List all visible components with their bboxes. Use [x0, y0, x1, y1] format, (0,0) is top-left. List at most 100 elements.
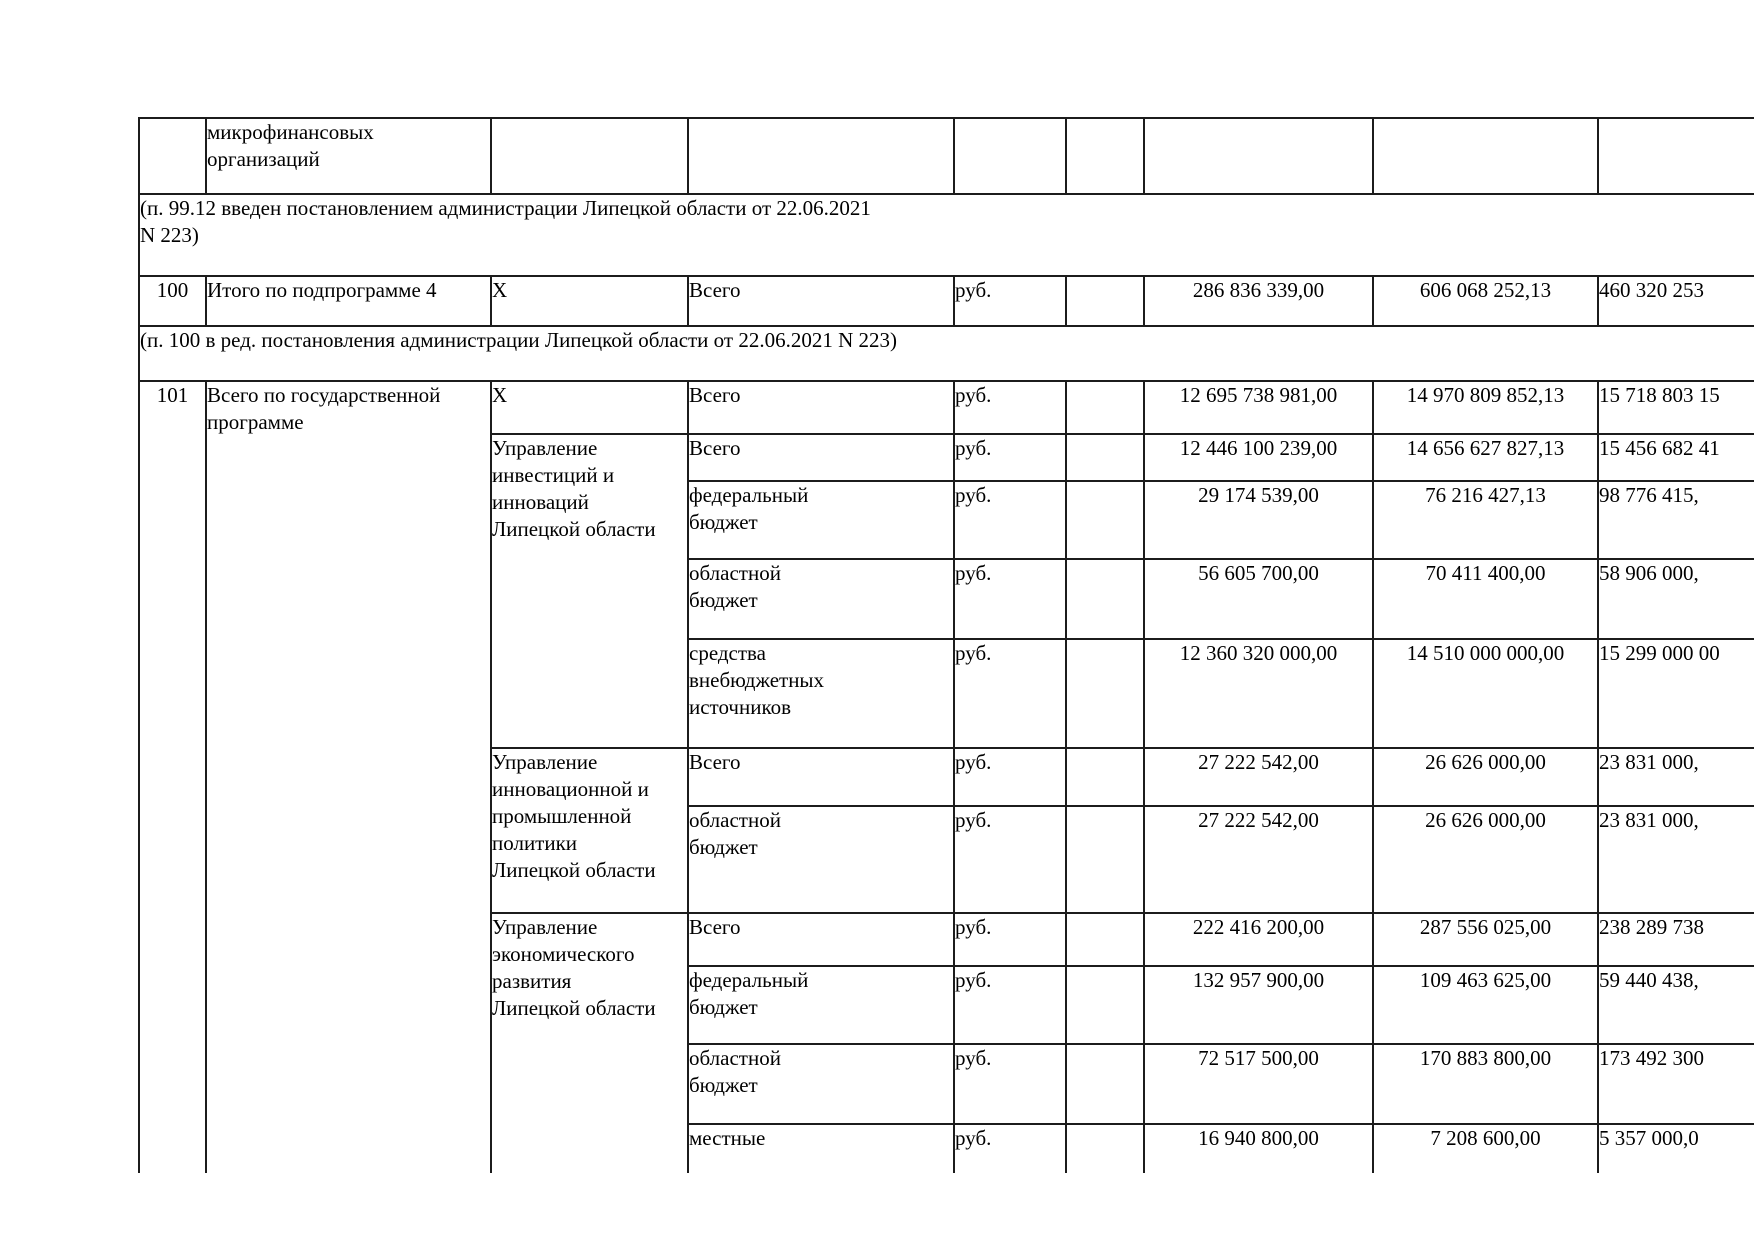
cell-funding-source: средства внебюджетных источников: [687, 638, 955, 749]
cell-amount-col1: [1143, 117, 1374, 195]
cell-unit: руб.: [953, 1043, 1067, 1125]
cell-funding-source: Всего: [687, 747, 955, 807]
table-row: 100 Итого по подпрограмме 4 X Всего руб.…: [138, 275, 1754, 327]
cell-unit: руб.: [953, 380, 1067, 435]
cell-unit: руб.: [953, 275, 1067, 327]
cell-row-number: 100: [138, 275, 207, 327]
table-row: (п. 99.12 введен постановлением админист…: [138, 193, 1754, 277]
cell-program-name: Итого по подпрограмме 4: [205, 275, 492, 327]
cell-amount-col1: 12 446 100 239,00: [1143, 433, 1374, 482]
table-row: федеральный бюджет руб. 132 957 900,00 1…: [139, 965, 1754, 1045]
cell-executor: X: [490, 275, 689, 327]
cell-amount-col2: 14 510 000 000,00: [1372, 638, 1599, 749]
cell-spacer: [1065, 638, 1145, 749]
cell-unit: руб.: [953, 1123, 1067, 1173]
cell-spacer: [1065, 965, 1145, 1045]
cell-amount-col3: [1597, 117, 1754, 195]
table-row: 101 Всего по государственной программе X…: [138, 380, 1754, 1173]
cell-funding-source: местные: [687, 1123, 955, 1173]
cell-amount-col2: 606 068 252,13: [1372, 275, 1599, 327]
table-row: средства внебюджетных источников руб. 12…: [139, 638, 1754, 749]
cell-amount-col3: 58 906 000,: [1597, 558, 1754, 640]
cell-amount-col1: 16 940 800,00: [1143, 1123, 1374, 1173]
cell-amount-col2: 7 208 600,00: [1372, 1123, 1599, 1173]
table-row: Управление экономического развития Липец…: [139, 912, 1754, 1173]
cell-spacer: [1065, 380, 1145, 435]
cell-amount-col1: 29 174 539,00: [1143, 480, 1374, 560]
cell-amount-col1: 12 360 320 000,00: [1143, 638, 1374, 749]
cell-unit: руб.: [953, 965, 1067, 1045]
table-row: Управление инновационной и промышленной …: [139, 747, 1754, 914]
cell-amount-col3: 98 776 415,: [1597, 480, 1754, 560]
cell-amount-col1: 72 517 500,00: [1143, 1043, 1374, 1125]
cell-executor: Управление инвестиций и инноваций Липецк…: [490, 433, 689, 749]
cell-unit: руб.: [953, 433, 1067, 482]
cell-spacer: [1065, 1123, 1145, 1173]
cell-unit: руб.: [953, 805, 1067, 914]
cell-unit: руб.: [953, 912, 1067, 967]
cell-amount-col3: 173 492 300: [1597, 1043, 1754, 1125]
cell-spacer: [1065, 480, 1145, 560]
cell-funding-source: федеральный бюджет: [687, 480, 955, 560]
cell-row-number: 101: [138, 380, 207, 1173]
cell-funding-source: областной бюджет: [687, 558, 955, 640]
cell-amount-col3: 23 831 000,: [1597, 747, 1754, 807]
cell-amount-col3: 23 831 000,: [1597, 805, 1754, 914]
cell-amount-col3: 238 289 738: [1597, 912, 1754, 967]
cell-funding-source: Всего: [687, 380, 955, 435]
cell-amount-col2: 26 626 000,00: [1372, 805, 1599, 914]
cell-funding-source: федеральный бюджет: [687, 965, 955, 1045]
cell-amount-col2: 76 216 427,13: [1372, 480, 1599, 560]
cell-amount-col1: 12 695 738 981,00: [1143, 380, 1374, 435]
budget-table: микрофинансовых организаций (п. 99.12 вв…: [138, 117, 1754, 1173]
cell-amount-col1: 27 222 542,00: [1143, 747, 1374, 807]
cell-funding-source: Всего: [687, 912, 955, 967]
cell-amount-col3: 15 718 803 15: [1597, 380, 1754, 435]
cell-program-name: микрофинансовых организаций: [205, 117, 492, 195]
cell-amount-col2: 70 411 400,00: [1372, 558, 1599, 640]
cell-unit: [953, 117, 1067, 195]
cell-amount-col1: 132 957 900,00: [1143, 965, 1374, 1045]
cell-spacer: [1065, 117, 1145, 195]
table-row: микрофинансовых организаций: [138, 117, 1754, 195]
cell-amount-col3: 15 299 000 00: [1597, 638, 1754, 749]
cell-executor: Управление экономического развития Липец…: [490, 912, 689, 1173]
cell-row-number: [138, 117, 207, 195]
cell-amount-col2: 170 883 800,00: [1372, 1043, 1599, 1125]
cell-amount-col2: 14 656 627 827,13: [1372, 433, 1599, 482]
table-row: областной бюджет руб. 27 222 542,00 26 6…: [139, 805, 1754, 914]
cell-funding-source: Всего: [687, 275, 955, 327]
cell-program-name: Всего по государственной программе: [205, 380, 492, 1173]
cell-amount-col3: 5 357 000,0: [1597, 1123, 1754, 1173]
cell-amount-col2: 26 626 000,00: [1372, 747, 1599, 807]
cell-amount-col1: 27 222 542,00: [1143, 805, 1374, 914]
cell-spacer: [1065, 558, 1145, 640]
cell-funding-source: областной бюджет: [687, 1043, 955, 1125]
cell-spacer: [1065, 747, 1145, 807]
cell-unit: руб.: [953, 480, 1067, 560]
cell-unit: руб.: [953, 638, 1067, 749]
table-row: областной бюджет руб. 72 517 500,00 170 …: [139, 1043, 1754, 1125]
cell-amount-col2: [1372, 117, 1599, 195]
cell-executor: Управление инновационной и промышленной …: [490, 747, 689, 914]
cell-spacer: [1065, 433, 1145, 482]
cell-funding-source: областной бюджет: [687, 805, 955, 914]
table-row: местные руб. 16 940 800,00 7 208 600,00 …: [139, 1123, 1754, 1173]
cell-amount-col3: 460 320 253: [1597, 275, 1754, 327]
cell-amount-col1: 222 416 200,00: [1143, 912, 1374, 967]
amendment-note: (п. 99.12 введен постановлением админист…: [138, 193, 1754, 277]
cell-spacer: [1065, 912, 1145, 967]
table-row: (п. 100 в ред. постановления администрац…: [138, 325, 1754, 382]
cell-spacer: [1065, 805, 1145, 914]
cell-amount-col2: 109 463 625,00: [1372, 965, 1599, 1045]
table-row: федеральный бюджет руб. 29 174 539,00 76…: [139, 480, 1754, 560]
cell-funding-source: Всего: [687, 433, 955, 482]
cell-unit: руб.: [953, 558, 1067, 640]
cell-funding-source: [687, 117, 955, 195]
cell-amount-col3: 15 456 682 41: [1597, 433, 1754, 482]
amendment-note: (п. 100 в ред. постановления администрац…: [138, 325, 1754, 382]
cell-amount-col2: 14 970 809 852,13: [1372, 380, 1599, 435]
cell-executor: X: [490, 380, 689, 435]
cell-spacer: [1065, 275, 1145, 327]
budget-table-wrap: микрофинансовых организаций (п. 99.12 вв…: [138, 117, 1754, 1173]
